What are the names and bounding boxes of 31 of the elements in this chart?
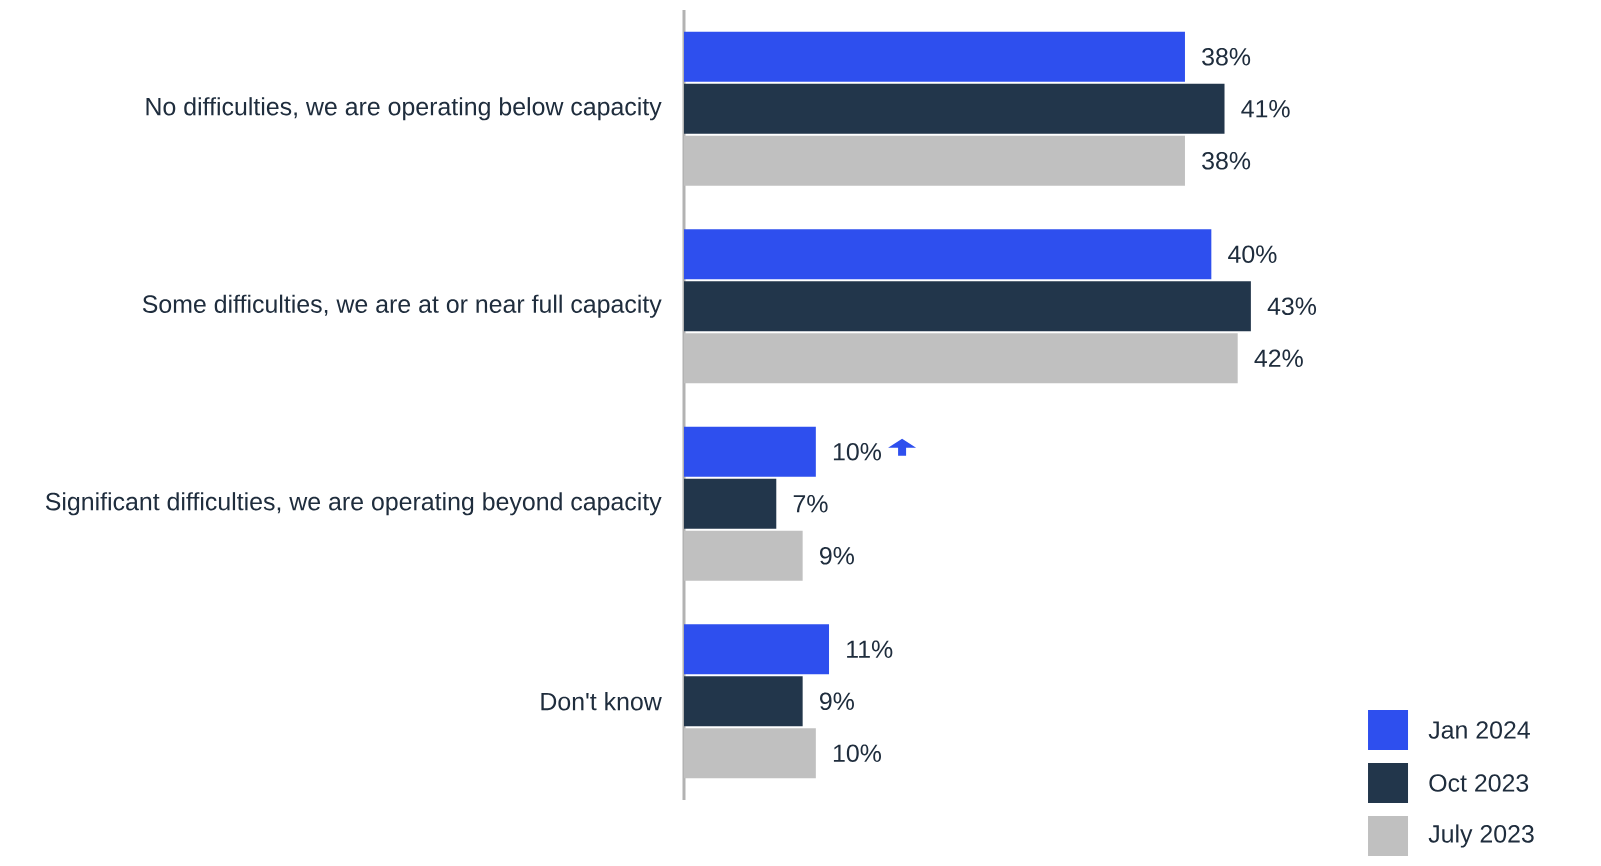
- bar: [684, 728, 816, 779]
- data-label: 11%: [847, 640, 893, 658]
- data-label: 40%: [1228, 245, 1277, 264]
- data-label: 10%: [833, 442, 881, 461]
- bar: [684, 530, 803, 581]
- bar: [684, 333, 1238, 384]
- data-label: 43%: [1267, 297, 1317, 316]
- bar: [684, 426, 816, 477]
- data-label: 10%: [833, 744, 881, 763]
- data-label: 42%: [1254, 349, 1303, 368]
- bar: [684, 229, 1212, 280]
- y-tick-label: Don't know: [541, 692, 662, 711]
- bar: [684, 624, 830, 675]
- data-label: 9%: [820, 546, 854, 565]
- bar: [684, 135, 1185, 186]
- bar: [684, 281, 1251, 332]
- data-label: 41%: [1241, 100, 1290, 118]
- bar: [684, 676, 803, 727]
- y-tick-label: No difficulties, we are operating below capacity: [146, 97, 662, 121]
- bar: [684, 31, 1185, 82]
- bar: [684, 83, 1225, 134]
- bar: [684, 478, 777, 529]
- legend-label: Jan 2024: [1428, 721, 1530, 739]
- y-tick-label: Some difficulties, we are at or near full capacity: [142, 294, 662, 318]
- data-label: 9%: [820, 692, 854, 711]
- legend-label: July 2023: [1428, 824, 1534, 848]
- y-tick-label: Significant difficulties, we are operating beyond capacity: [45, 492, 662, 516]
- data-label: 7%: [793, 495, 828, 513]
- data-label: 38%: [1202, 47, 1251, 66]
- data-label: 38%: [1202, 151, 1251, 170]
- legend-label: Oct 2023: [1429, 774, 1529, 792]
